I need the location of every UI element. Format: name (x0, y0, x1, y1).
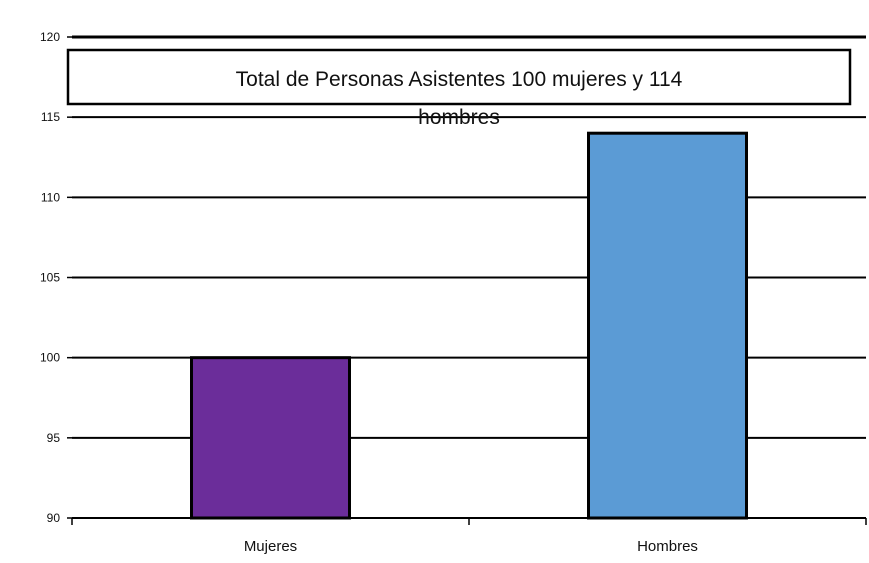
y-tick-label: 105 (40, 271, 60, 285)
bar-hombres (587, 131, 748, 520)
bars (190, 131, 748, 520)
x-category-label: Mujeres (244, 538, 297, 555)
y-axis-ticks: 90 95 100 105 110 115 120 (40, 30, 72, 525)
bar-mujeres (190, 356, 351, 520)
chart-title-line-2: hombres (418, 106, 500, 129)
x-axis-labels: Mujeres Hombres (244, 538, 698, 555)
x-category-label: Hombres (637, 538, 698, 555)
y-tick-label: 110 (41, 190, 60, 204)
y-tick-label: 90 (47, 511, 61, 525)
y-tick-label: 100 (40, 351, 60, 365)
y-tick-label: 120 (40, 30, 60, 44)
chart-title-box (66, 48, 852, 106)
y-tick-label: 115 (41, 110, 60, 124)
y-tick-label: 95 (47, 431, 61, 445)
x-axis-ticks (71, 518, 867, 525)
chart-title-line-1: Total de Personas Asistentes 100 mujeres… (236, 68, 683, 91)
chart-title: Total de Personas Asistentes 100 mujeres… (66, 48, 852, 129)
